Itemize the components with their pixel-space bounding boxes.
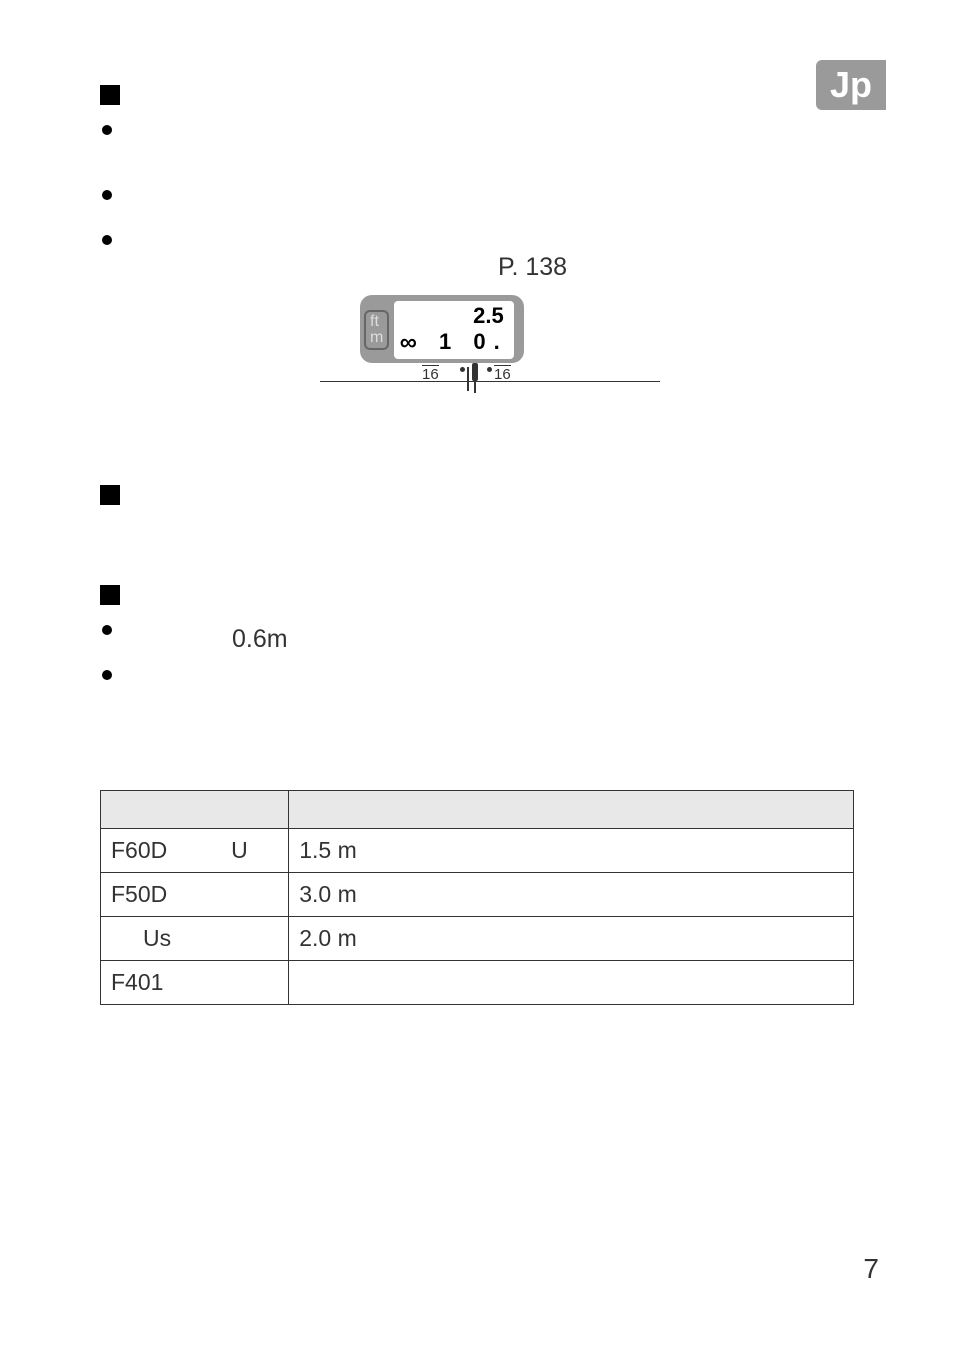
table-header-row — [101, 791, 854, 829]
unit-labels: ft m — [364, 310, 389, 350]
distance-text: 0.6m — [232, 625, 288, 654]
readout-value-1: 1 — [439, 329, 459, 354]
table-cell: 3.0 m — [289, 873, 854, 917]
infinity-icon: ∞ — [400, 329, 425, 356]
table-cell: 1.5 m — [289, 829, 854, 873]
section-3 — [100, 585, 120, 715]
table-row: F401 — [101, 961, 854, 1005]
table-cell: F60D U — [101, 829, 289, 873]
tick-dot-icon — [460, 367, 465, 372]
flash-compatibility-table: F60D U 1.5 m F50D 3.0 m Us 2.0 m F401 — [100, 790, 854, 1005]
readout-top-value: 2.5 — [400, 303, 508, 329]
table-cell: 2.0 m — [289, 917, 854, 961]
table-row: Us 2.0 m — [101, 917, 854, 961]
section-2 — [100, 485, 120, 525]
readout-bottom: ∞ 1 0. — [400, 329, 508, 357]
table-header-col1 — [101, 791, 289, 829]
round-bullet-icon — [102, 125, 112, 135]
square-bullet-icon — [100, 485, 120, 505]
table-cell — [289, 961, 854, 1005]
distance-window: ft m 2.5 ∞ 1 0. 16 1 — [360, 295, 680, 395]
cell-text-b: U — [231, 837, 248, 863]
tick-dot-icon — [487, 367, 492, 372]
round-bullet-icon — [102, 235, 112, 245]
unit-m: m — [370, 330, 383, 346]
round-bullet-icon — [102, 190, 112, 200]
distance-scale-diagram: ft m 2.5 ∞ 1 0. 16 1 — [320, 295, 680, 395]
page-number: 7 — [863, 1253, 879, 1285]
page-content: P. 138 ft m 2.5 ∞ 1 0. 16 — [100, 85, 884, 280]
cell-text-a: F60D — [111, 837, 167, 863]
section-1 — [100, 85, 884, 280]
round-bullet-icon — [102, 670, 112, 680]
table-cell: Us — [101, 917, 289, 961]
unit-ft: ft — [370, 314, 383, 330]
table-row: F50D 3.0 m — [101, 873, 854, 917]
distance-readout: 2.5 ∞ 1 0. — [394, 301, 514, 359]
page-reference: P. 138 — [498, 253, 567, 282]
pointer-line-icon — [467, 367, 469, 391]
table-header-col2 — [289, 791, 854, 829]
diagram-underline — [320, 381, 660, 382]
round-bullet-icon — [102, 625, 112, 635]
cell-text-b: Us — [143, 925, 171, 951]
readout-value-0: 0. — [473, 329, 507, 354]
window-box: ft m 2.5 ∞ 1 0. — [360, 295, 524, 363]
table-cell: F401 — [101, 961, 289, 1005]
table-cell: F50D — [101, 873, 289, 917]
square-bullet-icon — [100, 85, 120, 105]
table-row: F60D U 1.5 m — [101, 829, 854, 873]
square-bullet-icon — [100, 585, 120, 605]
